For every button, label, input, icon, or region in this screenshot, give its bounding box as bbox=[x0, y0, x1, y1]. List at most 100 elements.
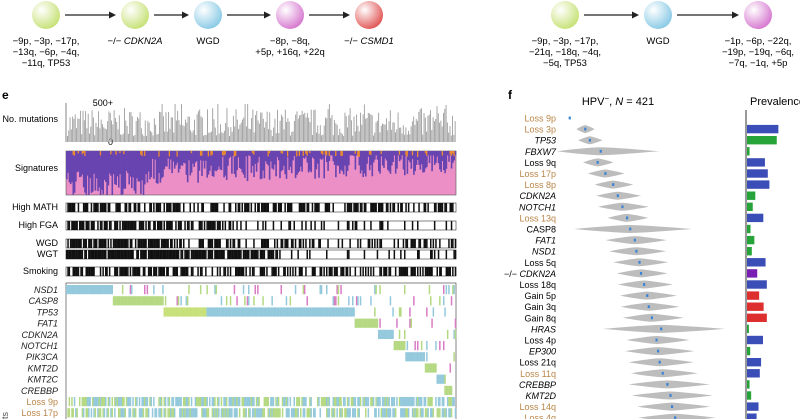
signature-bar bbox=[431, 151, 433, 172]
gene-cell bbox=[415, 408, 418, 418]
mutation-bar bbox=[395, 132, 396, 142]
track-cell bbox=[144, 239, 146, 248]
gene-cell bbox=[138, 408, 141, 418]
prevalence-bar bbox=[747, 158, 765, 167]
track-cell bbox=[384, 267, 386, 276]
track-cell bbox=[216, 239, 219, 248]
track-cell bbox=[119, 221, 121, 230]
track-cell bbox=[129, 239, 132, 248]
mutation-bar bbox=[79, 110, 81, 142]
gene-cell bbox=[383, 408, 385, 418]
mutation-bar bbox=[194, 119, 195, 142]
gene-cell bbox=[446, 397, 449, 407]
track-cell bbox=[375, 203, 377, 212]
gene-cell bbox=[294, 285, 297, 295]
gene-cell bbox=[277, 307, 280, 317]
gene-cell bbox=[215, 307, 217, 317]
track-cell bbox=[251, 267, 254, 276]
gene-cell bbox=[283, 397, 285, 407]
signature-bar bbox=[339, 151, 341, 174]
gene-cell bbox=[93, 285, 95, 295]
gene-cell bbox=[435, 363, 437, 373]
gene-cell bbox=[296, 397, 298, 407]
median-dot bbox=[599, 149, 602, 153]
gene-cell bbox=[336, 408, 338, 418]
track-cell bbox=[345, 267, 347, 276]
gene-cell bbox=[419, 397, 422, 407]
violin bbox=[616, 269, 668, 278]
track-cell bbox=[212, 203, 215, 212]
gene-cell bbox=[389, 329, 392, 339]
track-cell bbox=[262, 250, 264, 259]
track-cell bbox=[167, 239, 169, 248]
mutation-bar bbox=[117, 129, 119, 142]
signature-bar bbox=[228, 151, 231, 159]
gene-cell bbox=[241, 397, 243, 407]
gene-cell bbox=[216, 408, 219, 418]
gene-cell bbox=[362, 318, 364, 328]
track-cell bbox=[201, 221, 203, 230]
mutation-bar bbox=[389, 110, 391, 142]
mutation-bar bbox=[265, 121, 267, 142]
mutation-bar bbox=[353, 116, 355, 142]
track-cell bbox=[277, 267, 280, 276]
track-cell bbox=[110, 221, 112, 230]
track-cell bbox=[140, 250, 142, 259]
signature-bar bbox=[424, 151, 427, 154]
track-cell bbox=[376, 239, 379, 248]
track-cell bbox=[388, 250, 390, 259]
gene-cell bbox=[367, 318, 370, 328]
track-cell bbox=[245, 221, 247, 230]
gene-cell bbox=[332, 307, 334, 317]
signature-bar bbox=[326, 151, 328, 163]
gene-cell bbox=[389, 408, 392, 418]
track-cell bbox=[389, 203, 392, 212]
signature-bar bbox=[93, 151, 95, 174]
mutation-bar bbox=[312, 135, 313, 142]
track-cell bbox=[423, 203, 425, 212]
signature-bar bbox=[201, 151, 203, 156]
track-cell bbox=[276, 239, 279, 248]
mutation-bar bbox=[325, 117, 326, 142]
track-cell bbox=[229, 267, 232, 276]
gene-cell bbox=[384, 397, 386, 407]
track-cell bbox=[298, 267, 301, 276]
track-cell bbox=[264, 203, 267, 212]
gene-cell bbox=[175, 307, 177, 317]
signature-bar bbox=[114, 151, 116, 185]
track-cell bbox=[346, 203, 349, 212]
gene-cell bbox=[357, 296, 359, 306]
signature-bar bbox=[125, 151, 128, 171]
track-cell bbox=[185, 267, 188, 276]
track-cell bbox=[337, 221, 340, 230]
gene-cell bbox=[248, 307, 250, 317]
track-cell bbox=[275, 250, 277, 259]
track-cell bbox=[275, 267, 277, 276]
track-cell bbox=[433, 203, 436, 212]
track-cell bbox=[450, 203, 453, 212]
signature-bar bbox=[450, 151, 453, 156]
gene-cell bbox=[216, 397, 219, 407]
prevalence-bar bbox=[747, 147, 750, 156]
gene-cell bbox=[170, 408, 172, 418]
track-cell bbox=[73, 203, 76, 212]
gene-cell bbox=[298, 397, 301, 407]
track-cell bbox=[150, 239, 152, 248]
signature-bar bbox=[212, 151, 215, 177]
gene-cell bbox=[300, 307, 302, 317]
track-cell bbox=[314, 203, 316, 212]
gene-cell bbox=[290, 307, 293, 317]
signature-bar bbox=[171, 151, 173, 174]
track-cell bbox=[90, 239, 93, 248]
mutation-bar bbox=[147, 120, 149, 142]
gene-cell bbox=[82, 397, 85, 407]
signature-bar bbox=[292, 151, 294, 161]
signature-bar bbox=[216, 151, 219, 170]
gene-cell bbox=[448, 408, 450, 418]
gene-cell bbox=[303, 408, 306, 418]
gene-cell bbox=[134, 397, 137, 407]
mutation-bar bbox=[267, 129, 269, 142]
track-cell bbox=[298, 239, 301, 248]
signature-bar bbox=[157, 151, 159, 184]
track-cell bbox=[331, 267, 333, 276]
